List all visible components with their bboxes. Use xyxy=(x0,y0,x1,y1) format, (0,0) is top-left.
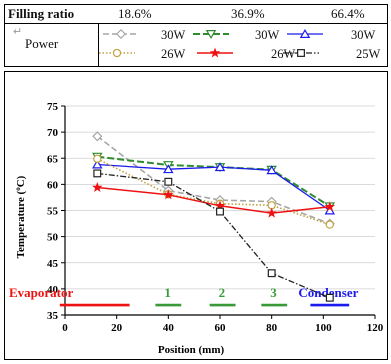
x-tick-label-5: 100 xyxy=(315,322,332,334)
y-tick-label-4: 55 xyxy=(47,206,59,218)
legend-entry-4: 26W xyxy=(161,47,186,61)
legend-marker-4 xyxy=(112,48,122,58)
y-tick-label-7: 70 xyxy=(47,127,59,139)
region-label-5: Condenser xyxy=(298,285,358,300)
series-5-point-1 xyxy=(92,182,103,192)
x-axis-label: Position (mm) xyxy=(158,344,225,356)
legend-marker-1 xyxy=(115,28,127,40)
legend-symbol-1 xyxy=(103,28,139,40)
legend-symbol-2 xyxy=(193,30,229,39)
series-5-point-2 xyxy=(163,189,174,200)
y-tick-label-6: 65 xyxy=(47,153,59,165)
region-label-1: Evaporator xyxy=(9,285,74,300)
filling-ratio-1: 18.6% xyxy=(118,6,152,21)
legend-symbol-3 xyxy=(287,29,323,38)
series-6-point-2 xyxy=(164,177,173,186)
series-6-line xyxy=(97,172,331,299)
filling-ratio-label: Filling ratio xyxy=(8,6,75,21)
y-tick-label-1: 40 xyxy=(47,284,59,296)
series-5 xyxy=(92,182,336,218)
power-label: Power xyxy=(25,36,59,51)
legend-table: Filling ratio 18.6% 36.9% 66.4% ↵ Power … xyxy=(4,4,388,67)
chart-frame: Position (mm) Temperature (oC) 35 40 45 50 5… xyxy=(4,71,388,360)
chart-series xyxy=(92,131,336,302)
x-tick-label-0: 0 xyxy=(62,322,68,334)
chart-regions: Evaporator 1 2 3 Condenser xyxy=(9,285,359,307)
series-3-point-1 xyxy=(92,159,103,169)
series-3-line xyxy=(97,163,331,212)
legend-marker-2 xyxy=(205,30,217,39)
series-1-line xyxy=(96,135,331,225)
series-6-point-5 xyxy=(325,293,334,302)
legend-column-divider xyxy=(98,23,99,66)
region-label-2: 1 xyxy=(164,285,171,300)
paragraph-mark-icon: ↵ xyxy=(13,26,23,38)
region-label-4: 3 xyxy=(270,285,277,300)
filling-ratio-3: 66.4% xyxy=(331,6,365,21)
series-6-point-3 xyxy=(216,207,224,216)
legend-symbol-6 xyxy=(283,49,319,57)
y-axis-label: Temperature (oC) xyxy=(14,175,27,258)
y-tick-label-3: 50 xyxy=(47,232,59,244)
legend-marker-6 xyxy=(297,49,305,57)
legend-symbols xyxy=(99,28,323,58)
series-4-point-5 xyxy=(325,220,334,229)
series-1-point-1 xyxy=(92,131,103,142)
series-5-point-4 xyxy=(266,207,277,218)
y-tick-label-5: 60 xyxy=(47,179,59,191)
chart-axes: Position (mm) Temperature (oC) 35 40 45 50 5… xyxy=(14,101,384,356)
temperature-chart: Position (mm) Temperature (oC) 35 40 45 50 5… xyxy=(9,101,384,356)
x-tick-label-4: 80 xyxy=(266,322,278,334)
series-4-point-1 xyxy=(93,154,102,163)
series-6 xyxy=(93,169,334,302)
legend-entry-5: 26W xyxy=(271,47,296,61)
filling-ratio-2: 36.9% xyxy=(231,6,265,21)
y-tick-label-8: 75 xyxy=(47,101,59,113)
x-tick-label-6: 120 xyxy=(367,322,384,334)
region-label-3: 2 xyxy=(219,285,226,300)
legend-entry-3: 30W xyxy=(351,28,376,42)
legend-entry-2: 30W xyxy=(255,28,280,42)
series-3-point-4 xyxy=(266,165,277,175)
series-5-line xyxy=(97,186,330,214)
series-3-point-3 xyxy=(214,162,226,172)
y-tick-label-0: 35 xyxy=(47,310,59,322)
legend-row-divider xyxy=(5,23,387,24)
x-tick-label-2: 40 xyxy=(163,322,175,334)
x-tick-label-1: 20 xyxy=(111,322,123,334)
series-3-point-2 xyxy=(163,164,174,174)
x-tick-label-3: 60 xyxy=(215,322,227,334)
series-5-point-5 xyxy=(324,201,336,212)
series-2 xyxy=(92,152,336,212)
series-6-point-4 xyxy=(267,269,276,278)
legend-symbol-5 xyxy=(197,47,233,58)
series-6-point-1 xyxy=(93,169,102,178)
legend-entry-1: 30W xyxy=(161,28,186,42)
legend-entry-6: 25W xyxy=(356,47,381,61)
y-tick-label-2: 45 xyxy=(47,258,59,270)
legend-marker-5 xyxy=(209,47,221,58)
legend-symbol-4 xyxy=(99,48,135,58)
legend-marker-3 xyxy=(299,29,311,38)
